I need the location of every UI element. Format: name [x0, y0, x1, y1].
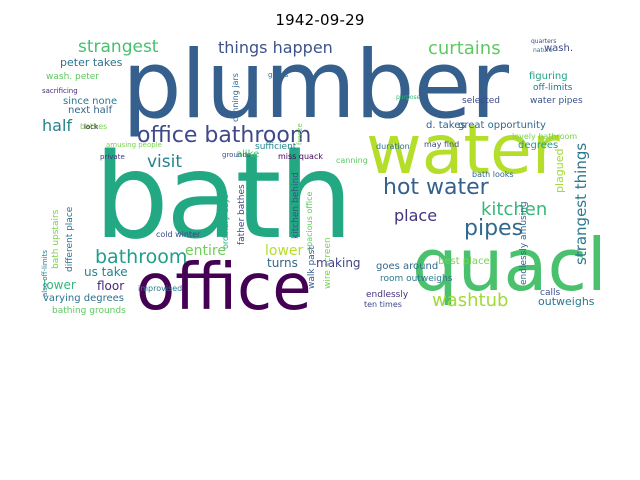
word: making	[316, 256, 361, 270]
word: wash.	[544, 43, 573, 54]
word: bathing grounds	[52, 306, 126, 316]
word: bathroom	[95, 246, 187, 268]
word: grounds	[222, 151, 251, 159]
word: amusing people	[106, 141, 162, 149]
word: kitchen	[481, 199, 547, 220]
word: may find	[424, 140, 459, 149]
word: sacrificing	[42, 87, 78, 95]
word: plumber	[122, 37, 509, 140]
word: improvised	[138, 284, 182, 293]
word: private	[100, 153, 125, 161]
word: miss quack	[278, 152, 323, 161]
word: calls	[540, 288, 560, 298]
word: alike	[236, 149, 259, 160]
word: gases	[268, 71, 289, 79]
word: canning jars	[231, 73, 240, 122]
word: curtains	[428, 38, 501, 59]
word: floor	[97, 279, 124, 293]
word: off-limits	[533, 83, 573, 93]
word: quack	[412, 223, 600, 307]
word: walk past	[307, 246, 317, 289]
word: figuring	[529, 71, 568, 82]
word: bath	[94, 127, 350, 265]
word: cold winter	[156, 230, 201, 239]
word: since none	[63, 96, 117, 107]
word: kitchen behind	[291, 172, 301, 239]
word: hot water	[383, 175, 490, 200]
figure-title: 1942-09-29	[275, 11, 365, 29]
word: freeze	[296, 123, 304, 145]
word: endlessly amusing	[519, 201, 529, 285]
word: us take	[84, 265, 128, 279]
word: purpose	[396, 94, 421, 101]
word: different place	[65, 206, 75, 272]
word: washtub	[432, 290, 508, 311]
word: spacious office	[305, 192, 314, 251]
word: bath upstairs	[51, 209, 61, 269]
word: office	[136, 251, 312, 317]
word: lower	[265, 243, 304, 259]
word: varying degrees	[43, 293, 124, 304]
word: bath looks	[472, 170, 514, 179]
word: peter takes	[60, 56, 123, 69]
word: outweighs	[538, 295, 595, 308]
word: also off-limits	[41, 250, 49, 297]
word: lower	[43, 278, 76, 292]
word: pipes	[464, 216, 523, 241]
word: visit	[147, 152, 182, 172]
word: wire screen	[323, 237, 333, 289]
word: lock	[84, 123, 99, 131]
word: degrees	[518, 140, 558, 151]
word: next half	[68, 105, 113, 116]
word: best place	[438, 256, 490, 267]
word: place	[394, 206, 437, 225]
word: room outweighs	[380, 274, 453, 284]
word: wash. peter	[46, 72, 99, 82]
word-cloud: plumber bath water quack office office b…	[40, 37, 600, 317]
word: endlessly	[366, 290, 409, 300]
word: bathes	[80, 122, 107, 131]
word: great opportunity	[458, 120, 546, 131]
word: quarters	[531, 38, 556, 45]
word: turns	[267, 256, 298, 270]
word: selected	[462, 96, 500, 106]
word: water pipes	[530, 96, 583, 106]
word: goes around	[376, 261, 438, 272]
word: lovely bathroom	[512, 132, 577, 141]
word-cloud-canvas: plumber bath water quack office office b…	[41, 37, 600, 317]
word: canning	[336, 156, 368, 165]
word: water	[366, 111, 560, 190]
word: half	[42, 116, 72, 135]
word: strangest things	[572, 143, 590, 265]
word: ordinary days	[221, 194, 230, 249]
word: strangest	[78, 37, 159, 57]
word: father bathes	[237, 184, 247, 245]
word: sufficient	[255, 142, 297, 152]
word: duration	[376, 142, 410, 151]
word: d. takes	[426, 120, 466, 131]
word: office bathroom	[137, 123, 311, 148]
word: plagued	[553, 149, 566, 193]
word: things happen	[218, 38, 333, 57]
word: ten times	[364, 300, 402, 309]
word: nature	[533, 47, 553, 54]
word: entire	[185, 243, 226, 259]
